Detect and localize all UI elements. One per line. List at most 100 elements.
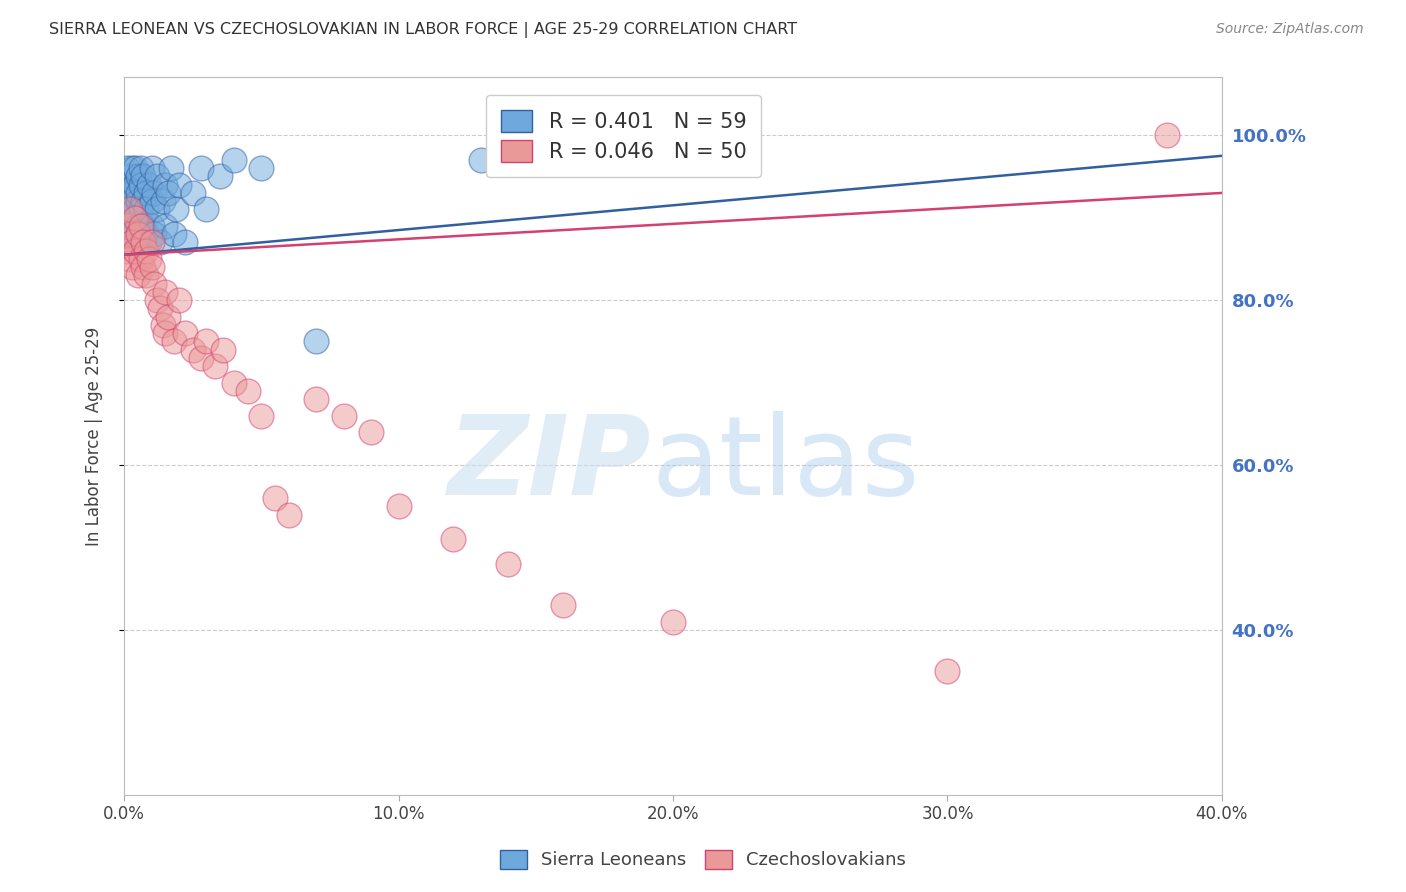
Text: Source: ZipAtlas.com: Source: ZipAtlas.com [1216,22,1364,37]
Point [141,260,163,275]
Point [146,293,169,307]
Point [129,161,152,176]
Point [152,194,174,209]
Point [132,235,155,250]
Point [149,235,172,250]
Point [209,169,232,184]
Point [332,409,354,423]
Point [222,153,245,167]
Point [118,202,141,217]
Point [181,186,204,200]
Point [135,268,157,283]
Point [141,219,163,233]
Point [129,252,152,266]
Point [135,244,157,258]
Point [132,219,155,233]
Point [127,268,149,283]
Point [127,227,149,242]
Point [118,235,141,250]
Point [250,409,273,423]
Text: SIERRA LEONEAN VS CZECHOSLOVAKIAN IN LABOR FORCE | AGE 25-29 CORRELATION CHART: SIERRA LEONEAN VS CZECHOSLOVAKIAN IN LAB… [49,22,797,38]
Point [141,235,163,250]
Point [127,194,149,209]
Point [118,202,141,217]
Point [135,227,157,242]
Point [305,334,328,349]
Point [127,219,149,233]
Point [121,227,143,242]
Point [115,219,138,233]
Point [124,202,146,217]
Point [132,169,155,184]
Point [135,186,157,200]
Point [121,260,143,275]
Point [129,178,152,192]
Point [143,186,166,200]
Point [138,252,160,266]
Point [129,219,152,233]
Point [236,384,259,398]
Point [305,392,328,406]
Point [141,194,163,209]
Point [443,533,465,547]
Point [118,252,141,266]
Point [115,161,138,176]
Point [264,491,287,505]
Point [155,219,177,233]
Point [936,665,959,679]
Point [124,161,146,176]
Point [149,301,172,316]
Point [662,615,685,629]
Point [470,153,492,167]
Point [159,161,181,176]
Legend: Sierra Leoneans, Czechoslovakians: Sierra Leoneans, Czechoslovakians [491,841,915,879]
Point [204,359,226,373]
Point [155,178,177,192]
Point [222,376,245,390]
Legend: R = 0.401   N = 59, R = 0.046   N = 50: R = 0.401 N = 59, R = 0.046 N = 50 [486,95,761,177]
Point [127,227,149,242]
Point [250,161,273,176]
Point [165,202,187,217]
Point [129,235,152,250]
Point [141,161,163,176]
Point [167,178,190,192]
Point [132,260,155,275]
Point [143,277,166,291]
Point [553,599,575,613]
Point [212,343,235,357]
Point [146,202,169,217]
Text: atlas: atlas [651,411,920,518]
Point [152,318,174,332]
Point [135,202,157,217]
Point [115,227,138,242]
Point [115,186,138,200]
Point [162,334,184,349]
Point [121,186,143,200]
Point [138,178,160,192]
Point [157,186,180,200]
Text: ZIP: ZIP [447,411,651,518]
Point [115,244,138,258]
Point [124,178,146,192]
Point [155,285,177,299]
Point [129,202,152,217]
Point [127,186,149,200]
Point [121,219,143,233]
Point [118,178,141,192]
Point [195,202,218,217]
Point [143,227,166,242]
Point [1156,128,1178,143]
Point [157,310,180,324]
Point [173,235,195,250]
Point [277,508,299,522]
Point [132,194,155,209]
Point [124,244,146,258]
Point [387,500,409,514]
Point [190,161,212,176]
Point [124,235,146,250]
Point [360,425,382,439]
Point [121,161,143,176]
Point [118,227,141,242]
Point [190,351,212,365]
